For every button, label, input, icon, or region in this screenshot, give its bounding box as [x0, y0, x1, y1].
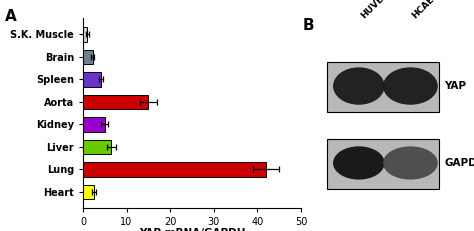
Bar: [83, 140, 111, 154]
FancyBboxPatch shape: [327, 62, 439, 112]
Bar: [83, 185, 94, 199]
Bar: [83, 72, 101, 87]
Text: A: A: [5, 9, 17, 24]
Ellipse shape: [333, 146, 384, 180]
Bar: [83, 27, 87, 42]
Text: B: B: [302, 18, 314, 33]
Text: HUVECs: HUVECs: [359, 0, 393, 21]
Bar: [83, 162, 266, 177]
FancyBboxPatch shape: [327, 139, 439, 189]
Text: GAPDH: GAPDH: [444, 158, 474, 168]
Bar: [83, 117, 105, 132]
Ellipse shape: [383, 146, 438, 180]
Bar: [83, 95, 148, 109]
Ellipse shape: [383, 67, 438, 105]
Bar: [83, 50, 92, 64]
Ellipse shape: [333, 67, 384, 105]
Text: YAP: YAP: [444, 81, 466, 91]
X-axis label: YAP mRNA/GAPDH
(fold over S.K. Muscle): YAP mRNA/GAPDH (fold over S.K. Muscle): [125, 228, 259, 231]
Text: HCAECs: HCAECs: [410, 0, 445, 21]
